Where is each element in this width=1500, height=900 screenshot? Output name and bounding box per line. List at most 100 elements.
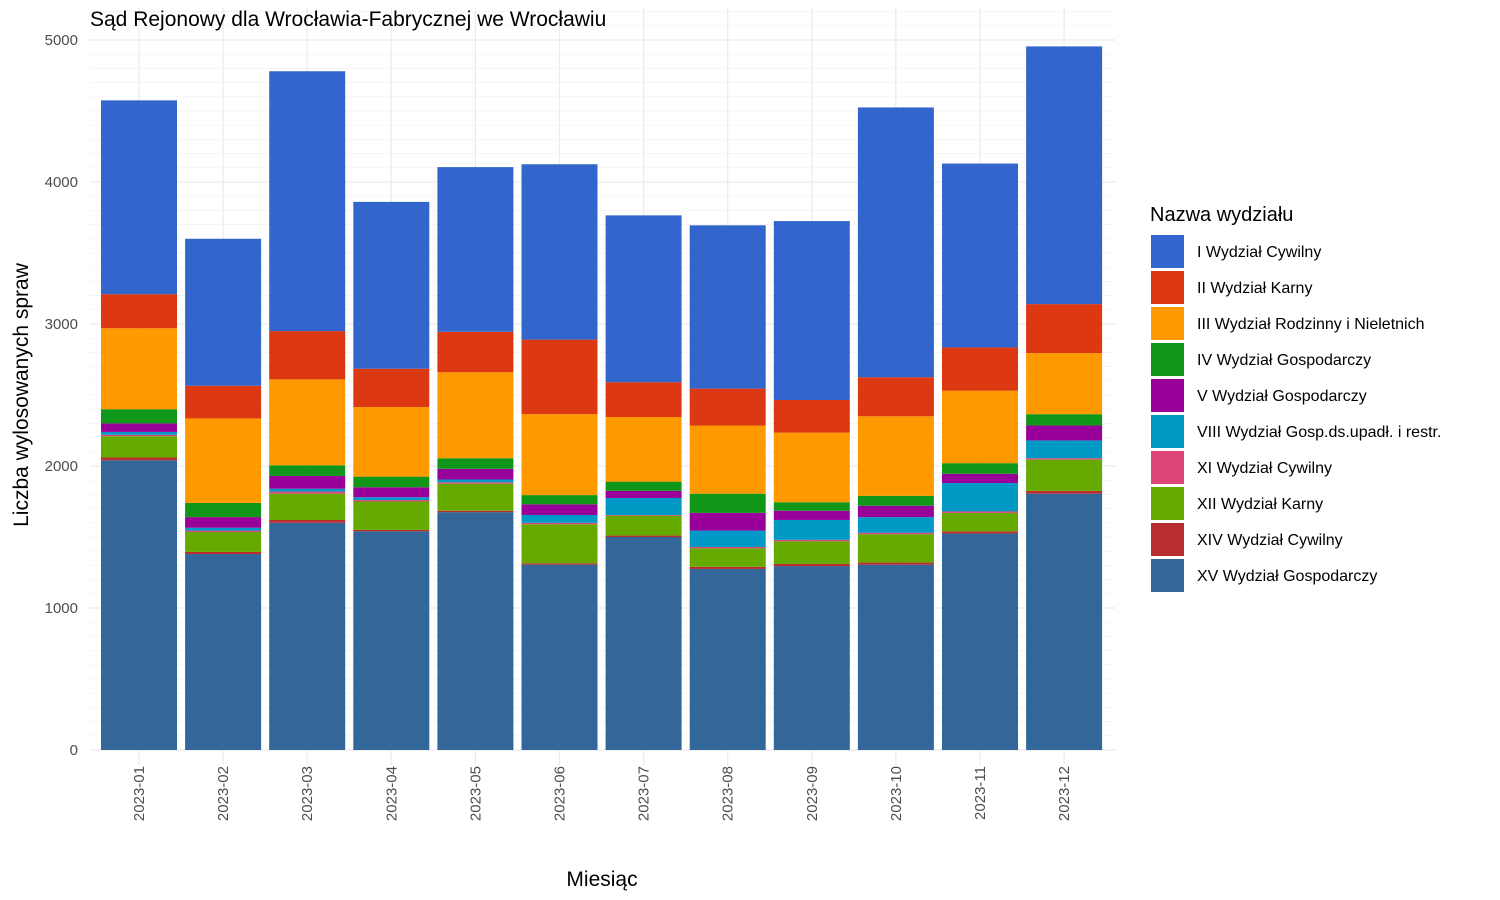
bar-segment (101, 434, 177, 437)
bar-segment (942, 473, 1018, 484)
x-tick-label: 2023-09 (804, 766, 821, 821)
legend-item: III Wydział Rodzinny i Nieletnich (1151, 307, 1425, 340)
bar-segment (605, 537, 682, 750)
bar-segment (689, 225, 766, 389)
bar-segment (101, 100, 177, 295)
bar-segment (437, 331, 514, 373)
legend: Nazwa wydziału I Wydział Cywilny II Wydzi… (1150, 204, 1441, 592)
bar-segment (1026, 493, 1103, 750)
bar-segment (353, 476, 430, 488)
bar-segment (269, 71, 346, 332)
bar-segment (857, 562, 934, 565)
bar-segment (1026, 440, 1103, 459)
bar-segment (269, 331, 346, 380)
bar-segment (773, 519, 850, 540)
legend-label: VIII Wydział Gosp.ds.upadł. i restr. (1197, 424, 1441, 441)
bar-segment (269, 493, 346, 520)
x-axis-title: Miesiąc (566, 868, 637, 891)
legend-item: V Wydział Gospodarczy (1151, 379, 1367, 412)
bar-segment (269, 379, 346, 466)
bar-segment (185, 527, 262, 531)
bar-segment (437, 167, 514, 332)
bar-segment (1026, 46, 1103, 305)
x-tick-label: 2023-05 (467, 766, 484, 821)
x-tick-label: 2023-11 (972, 766, 989, 820)
bar-segment (773, 432, 850, 503)
bar-segment (689, 548, 766, 567)
legend-title: Nazwa wydziału (1150, 204, 1293, 226)
bar-segment (353, 500, 430, 502)
bar-segment (353, 497, 430, 501)
bar-segment (185, 385, 262, 419)
bar-segment (353, 201, 430, 369)
legend-item: XII Wydział Karny (1151, 487, 1323, 520)
bar-segment (1026, 490, 1103, 494)
bar-segment (269, 465, 346, 476)
bar-segment (353, 407, 430, 477)
x-tick-label: 2023-08 (720, 766, 737, 821)
x-tick-label: 2023-04 (383, 766, 400, 821)
bar-segment (773, 221, 850, 400)
bar-segment (437, 482, 514, 484)
legend-label: IV Wydział Gospodarczy (1197, 352, 1371, 369)
bar-stack-2023-08 (689, 225, 766, 750)
bar-segment (185, 502, 262, 518)
y-tick-label: 1000 (45, 600, 78, 617)
bar-segment (1026, 353, 1103, 415)
bar-segment (353, 368, 430, 408)
bar-segment (857, 564, 934, 750)
bar-segment (942, 511, 1018, 513)
bar-segment (689, 568, 766, 750)
bar-segment (437, 512, 514, 750)
bar-segment (521, 504, 598, 515)
bar-segment (521, 495, 598, 505)
bar-segment (689, 425, 766, 494)
bar-segment (605, 535, 682, 537)
y-tick-label: 3000 (45, 316, 78, 333)
bar-segment (773, 563, 850, 567)
bar-stack-2023-07 (605, 215, 682, 750)
bar-segment (857, 416, 934, 496)
bar-stack-2023-02 (185, 238, 262, 750)
bar-stack-2023-09 (773, 221, 850, 750)
y-tick-label: 0 (70, 742, 78, 759)
bar-segment (605, 515, 682, 536)
chart-title: Sąd Rejonowy dla Wrocławia-Fabrycznej we… (90, 8, 606, 31)
bar-segment (269, 488, 346, 492)
bar-segment (521, 414, 598, 496)
bar-segment (942, 163, 1018, 348)
bar-segment (857, 495, 934, 506)
bar-segment (773, 541, 850, 564)
legend-item: XI Wydział Cywilny (1151, 451, 1332, 484)
legend-swatch (1151, 415, 1184, 448)
bar-segment (773, 539, 850, 542)
bar-segment (942, 463, 1018, 474)
bar-segment (942, 347, 1018, 391)
bar-segment (1026, 304, 1103, 354)
bar-segment (857, 532, 934, 535)
x-tick-label: 2023-12 (1056, 766, 1073, 821)
x-tick-label: 2023-07 (636, 766, 653, 821)
bar-segment (101, 460, 177, 750)
bar-segment (689, 493, 766, 513)
bar-segment (521, 514, 598, 523)
bar-stack-2023-04 (353, 201, 430, 750)
bar-segment (942, 483, 1018, 512)
legend-label: XII Wydział Karny (1197, 496, 1323, 513)
y-tick-label: 5000 (45, 32, 78, 49)
bar-segment (101, 457, 177, 461)
x-tick-label: 2023-02 (215, 766, 232, 821)
bar-segment (101, 423, 177, 432)
legend-label: XIV Wydział Cywilny (1197, 532, 1343, 549)
bar-segment (689, 388, 766, 426)
bar-segment (521, 522, 598, 525)
legend-label: V Wydział Gospodarczy (1197, 388, 1367, 405)
legend-label: II Wydział Karny (1197, 280, 1312, 297)
bar-segment (942, 533, 1018, 750)
x-tick-label: 2023-03 (299, 766, 316, 821)
bar-segment (857, 517, 934, 533)
bar-segment (353, 487, 430, 498)
legend-items: I Wydział Cywilny II Wydział Karny III Wyd… (1151, 235, 1441, 592)
bar-segment (857, 505, 934, 518)
